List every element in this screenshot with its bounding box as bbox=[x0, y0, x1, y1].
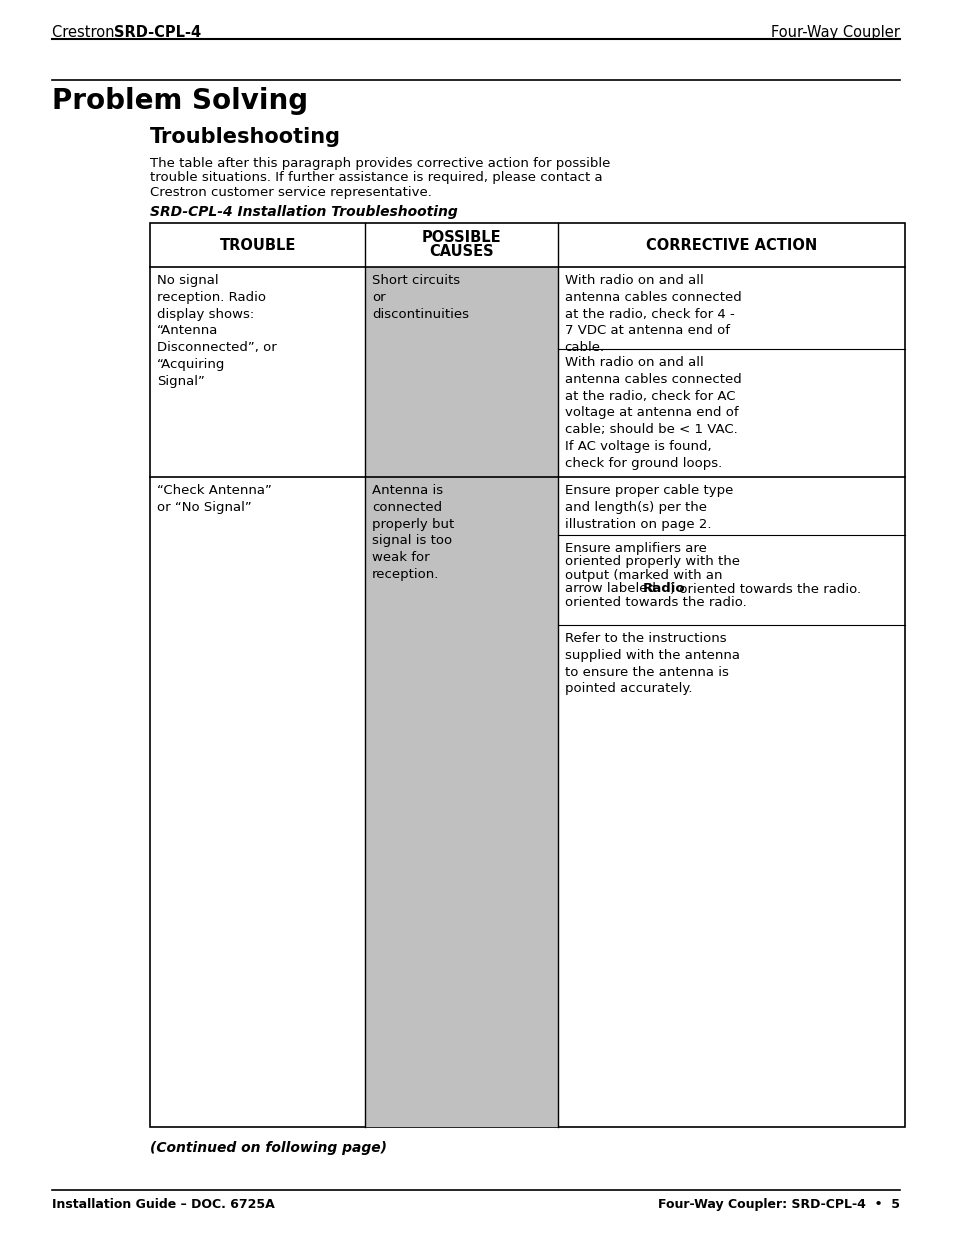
Bar bbox=[365, 267, 558, 1128]
Text: oriented properly with the: oriented properly with the bbox=[564, 556, 739, 568]
Text: Troubleshooting: Troubleshooting bbox=[150, 127, 340, 147]
Text: Installation Guide – DOC. 6725A: Installation Guide – DOC. 6725A bbox=[52, 1198, 274, 1212]
Text: Four-Way Coupler: SRD-CPL-4  •  5: Four-Way Coupler: SRD-CPL-4 • 5 bbox=[658, 1198, 899, 1212]
Text: “Check Antenna”
or “No Signal”: “Check Antenna” or “No Signal” bbox=[157, 484, 272, 514]
Text: The table after this paragraph provides corrective action for possible: The table after this paragraph provides … bbox=[150, 157, 610, 170]
Text: oriented towards the radio.: oriented towards the radio. bbox=[564, 597, 745, 609]
Text: Antenna is
connected
properly but
signal is too
weak for
reception.: Antenna is connected properly but signal… bbox=[372, 484, 454, 580]
Text: ) oriented towards the radio.: ) oriented towards the radio. bbox=[669, 583, 861, 595]
Bar bbox=[150, 224, 904, 1128]
Text: SRD-CPL-4 Installation Troubleshooting: SRD-CPL-4 Installation Troubleshooting bbox=[150, 205, 457, 219]
Text: CORRECTIVE ACTION: CORRECTIVE ACTION bbox=[645, 237, 816, 252]
Text: SRD-CPL-4: SRD-CPL-4 bbox=[113, 25, 201, 40]
Text: arrow labeled: arrow labeled bbox=[564, 583, 659, 595]
Text: Refer to the instructions
supplied with the antenna
to ensure the antenna is
poi: Refer to the instructions supplied with … bbox=[564, 632, 739, 695]
Text: Ensure amplifiers are: Ensure amplifiers are bbox=[564, 542, 706, 555]
Text: POSSIBLE: POSSIBLE bbox=[421, 231, 500, 246]
Text: With radio on and all
antenna cables connected
at the radio, check for 4 -
7 VDC: With radio on and all antenna cables con… bbox=[564, 274, 740, 354]
Text: output (marked with an: output (marked with an bbox=[564, 569, 721, 582]
Text: Radio: Radio bbox=[641, 583, 684, 595]
Text: TROUBLE: TROUBLE bbox=[219, 237, 295, 252]
Text: Short circuits
or
discontinuities: Short circuits or discontinuities bbox=[372, 274, 469, 321]
Text: Problem Solving: Problem Solving bbox=[52, 86, 308, 115]
Text: Crestron: Crestron bbox=[52, 25, 119, 40]
Text: CAUSES: CAUSES bbox=[429, 245, 494, 259]
Text: With radio on and all
antenna cables connected
at the radio, check for AC
voltag: With radio on and all antenna cables con… bbox=[564, 356, 740, 469]
Text: No signal
reception. Radio
display shows:
“Antenna
Disconnected”, or
“Acquiring
: No signal reception. Radio display shows… bbox=[157, 274, 276, 388]
Text: trouble situations. If further assistance is required, please contact a: trouble situations. If further assistanc… bbox=[150, 172, 602, 184]
Text: (Continued on following page): (Continued on following page) bbox=[150, 1141, 387, 1155]
Text: Crestron customer service representative.: Crestron customer service representative… bbox=[150, 186, 432, 199]
Text: Ensure proper cable type
and length(s) per the
illustration on page 2.: Ensure proper cable type and length(s) p… bbox=[564, 484, 732, 531]
Text: Four-Way Coupler: Four-Way Coupler bbox=[770, 25, 899, 40]
